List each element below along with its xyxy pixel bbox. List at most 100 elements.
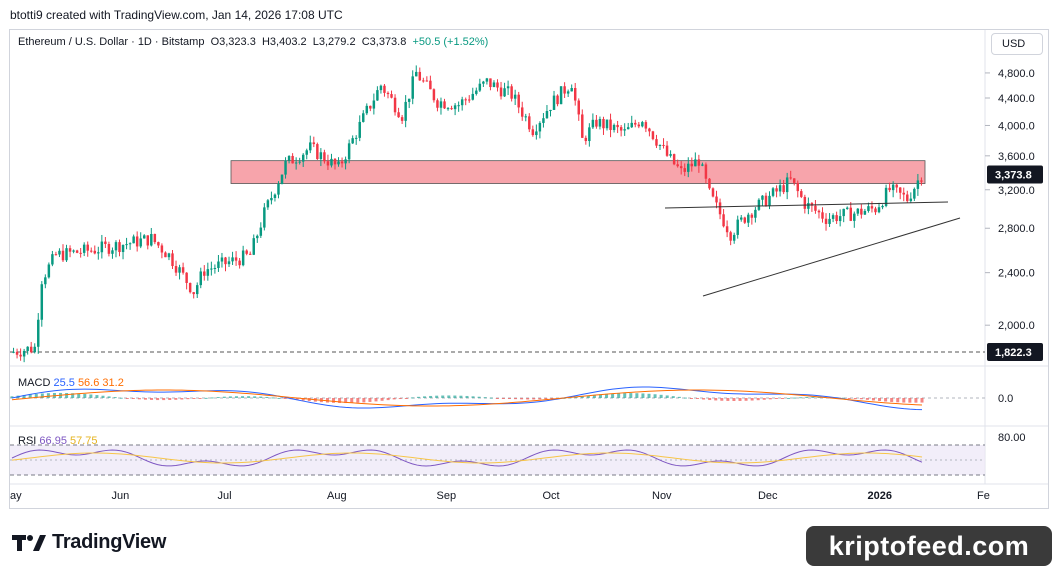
candle-body [517,94,520,108]
macd-histogram-bar [920,398,924,403]
candle-body [570,88,573,92]
candle-body [535,131,538,136]
candle-body [164,252,167,258]
candle-body [301,154,305,162]
candle-body [453,105,457,110]
macd-histogram-bar [374,398,378,402]
price-tick-label: 4,400.0 [998,93,1035,105]
macd-histogram-bar [83,393,87,398]
candle-body [690,163,694,167]
candle-body [259,227,263,236]
candle-body [796,182,800,192]
candle-body [220,257,224,262]
macd-histogram-bar [325,398,329,403]
macd-histogram-bar [392,398,396,400]
rsi-legend: RSI 66.95 57.75 [18,435,98,447]
candle-body [210,268,213,270]
macd-histogram-bar [216,397,220,399]
macd-histogram-bar [520,398,524,400]
candle-body [393,97,397,113]
candle-body [68,248,72,252]
candle-body [227,261,231,265]
ohlc-change: +50.5 (+1.52%) [412,36,489,48]
candle-body [916,180,920,189]
macd-histogram-bar [574,396,578,398]
macd-histogram-bar [174,398,178,400]
macd-histogram-bar [471,396,475,398]
candle-body [475,90,478,94]
candle-body [337,161,340,165]
candle-body [75,250,79,253]
macd-histogram-bar [793,397,797,399]
candle-body [697,159,701,166]
candle-body [415,71,418,77]
candle-body [634,122,637,125]
candle-body [757,199,761,210]
candle-body [807,203,810,209]
candle-body [764,195,768,206]
candle-body [379,85,383,91]
macd-histogram-bar [768,398,772,400]
candle-body [15,351,19,355]
candle-body [203,271,206,276]
rsi-pane: 80.00 [10,432,1026,476]
candle-body [294,162,298,164]
tradingview-logo-icon [12,534,46,551]
macd-histogram-bar [107,396,111,398]
candle-body [464,99,467,101]
rsi-ma-line [11,452,923,464]
macd-histogram-bar [726,398,730,401]
candle-body [160,245,164,253]
macd-histogram-bar [295,398,299,400]
macd-histogram-bar [495,398,499,399]
candle-body [287,155,291,161]
macd-histogram-bar [720,398,724,401]
candle-body [252,238,255,255]
candle-body [22,350,26,357]
macd-histogram-bar [180,398,184,400]
candle-body [877,207,881,213]
candle-body [503,88,506,97]
macd-histogram-bar [501,398,505,399]
candle-body [206,269,210,276]
macd-histogram-bar [338,398,342,404]
macd-histogram-bar [429,395,433,398]
candle-body [114,242,118,251]
chart-credit: btotti9 created with TradingView.com, Ja… [10,8,343,22]
candle-body [185,272,188,283]
time-axis-label: Jun [112,490,130,502]
candle-body [549,109,552,112]
candle-body [602,118,605,129]
candle-body [556,95,559,105]
macd-histogram-bar [332,398,336,403]
macd-histogram-bar [817,396,821,398]
candle-body [715,196,718,203]
currency-button[interactable]: USD [991,33,1043,55]
candle-body [775,188,778,192]
macd-histogram-bar [592,394,596,398]
candle-body [492,82,496,88]
candle-body [605,119,609,129]
candle-body [584,137,588,142]
candle-body [740,217,743,220]
macd-histogram-bar [750,398,754,401]
candle-body [439,101,443,108]
macd-histogram-bar [22,394,26,398]
candle-body [347,143,351,160]
candle-body [630,122,633,128]
candle-body [174,266,178,273]
macd-histogram-bar [77,393,81,398]
candle-body [708,178,711,189]
candle-body [362,113,365,122]
macd-histogram-bar [423,396,427,398]
macd-histogram-bar [708,398,712,401]
macd-histogram-bar [465,395,469,398]
candle-body [266,200,270,208]
candle-body [443,101,446,109]
macd-histogram-bar [890,398,894,402]
macd-histogram-bar [811,396,815,398]
macd-value-1: 25.5 [53,377,75,389]
macd-histogram-bar [113,397,117,399]
candle-body [150,233,153,246]
